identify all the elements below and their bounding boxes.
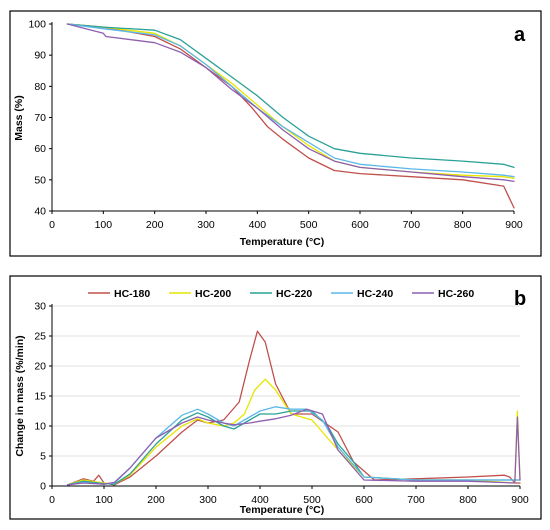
panel-b-x-tick-label: 0 [49,494,55,506]
panel-b-y-tick-label: 0 [40,481,46,493]
panel-b-x-tick-label: 900 [511,494,529,506]
panel-b-x-tick-label: 700 [407,494,425,506]
panel-a-series-hc-260 [66,23,515,183]
panel-b-frame [9,275,542,520]
panel-b-x-ticks: 0 100 200 300 400 500 600 700 800 900 [49,486,529,506]
panel-b-x-tick-label: 800 [459,494,477,506]
panel-a-y-tick-label: 60 [34,143,46,155]
legend-label-hc-200: HC-200 [195,288,231,300]
panel-a-y-tick-label: 90 [34,50,46,62]
panel-a-y-ticks: 40 50 60 70 80 90 100 [28,19,52,218]
panel-a-y-axis-title: Mass (%) [13,95,25,141]
panel-b-y-tick-label: 25 [34,331,46,343]
panel-a-y-tick-label: 100 [28,19,46,31]
panel-a-x-tick-label: 300 [197,219,215,231]
panel-b-series [66,330,521,486]
panel-b-y-tick-label: 15 [34,391,46,403]
panel-a-x-tick-label: 600 [351,219,369,231]
panel-a-x-tick-label: 100 [95,219,113,231]
panel-a-y-tick-label: 80 [34,81,46,93]
panel-a-series-hc-220 [66,23,515,169]
panel-a-x-tick-label: 900 [505,219,523,231]
panel-a-x-tick-label: 800 [454,219,472,231]
panel-a-y-tick-label: 40 [34,206,46,218]
panel-b-x-tick-label: 500 [303,494,321,506]
panel-b-label: b [514,288,526,310]
panel-b-y-tick-label: 10 [34,421,46,433]
panel-a-x-axis-title: Temperature (°C) [240,236,325,248]
legend-label-hc-220: HC-220 [276,288,312,300]
panel-b-x-axis-title: Temperature (°C) [240,504,325,516]
panel-b-y-ticks: 0 5 10 15 20 25 30 [34,301,52,493]
panel-a-y-tick-label: 50 [34,174,46,186]
panel-b-series-hc-220 [66,410,521,486]
panel-a-label: a [514,24,526,46]
panel-a-x-tick-label: 200 [146,219,164,231]
panel-a-y-tick-label: 70 [34,112,46,124]
panel-b-y-axis-title: Change in mass (%/min) [14,335,26,456]
panel-a-mass-chart: 40 50 60 70 80 90 100 0 100 200 300 400 500 600 700 80… [9,10,542,257]
panel-a-x-tick-label: 700 [403,219,421,231]
panel-b-rate-chart: 0 5 10 15 20 25 30 0 100 200 300 400 500 600 700 800 90… [9,275,542,520]
panel-b-legend: HC-180 HC-200 HC-220 HC-240 HC-260 [88,288,474,300]
panel-b-grid [52,305,520,457]
panel-b-y-tick-label: 30 [34,301,46,313]
panel-a-x-tick-label: 0 [49,219,55,231]
legend-label-hc-260: HC-260 [438,288,474,300]
panel-b-series-hc-260 [66,408,521,486]
panel-b-x-tick-label: 600 [355,494,373,506]
panel-a-series-hc-180 [66,23,515,209]
panel-b-x-tick-label: 300 [199,494,217,506]
legend-label-hc-180: HC-180 [114,288,150,300]
panel-a-x-ticks: 0 100 200 300 400 500 600 700 800 900 [49,211,523,231]
panel-b-y-tick-label: 5 [40,451,46,463]
panel-b-x-tick-label: 200 [147,494,165,506]
panel-b-x-tick-label: 100 [95,494,113,506]
panel-a-x-tick-label: 500 [300,219,318,231]
panel-b-y-tick-label: 20 [34,361,46,373]
panel-a-x-tick-label: 400 [249,219,267,231]
panel-a-series-hc-240 [66,23,515,178]
panel-a-series [66,23,515,209]
legend-label-hc-240: HC-240 [357,288,393,300]
panel-b-x-tick-label: 400 [251,494,269,506]
